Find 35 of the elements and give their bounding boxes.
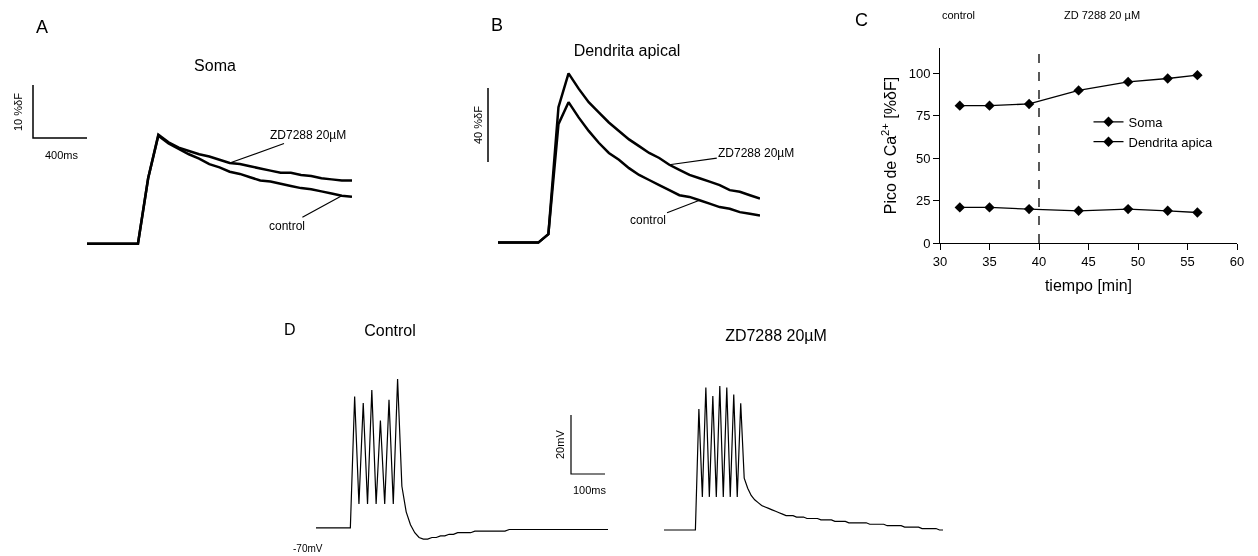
y-tick-label: 0 [923,235,931,251]
text: control [942,9,976,21]
x-tick-label: 45 [1081,253,1096,269]
chart-title: ZD7288 20µM [725,326,827,344]
x-axis-title: tiempo [min] [1044,277,1133,295]
y-tick-label: 25 [915,193,931,209]
x-tick-label: 40 [1031,253,1047,269]
annotation: 20mV [554,429,566,459]
x-tick-label: 30 [932,253,948,269]
x-tick-label: 55 [1180,253,1195,269]
text: ZD 7288 20 µM [1064,9,1141,21]
text: C [855,10,868,30]
text: 10 %δF [12,92,24,131]
x-tick-label: 60 [1229,253,1245,269]
text: B [491,15,504,35]
chart-title: Dendrita apical [573,41,681,59]
x-tick-label: 50 [1130,253,1146,269]
y-tick-label: 75 [915,108,931,124]
chart-title: Control [364,321,416,339]
text: ZD7288 20µM [270,128,347,142]
legend-label: Soma [1128,114,1164,130]
text: control [269,219,306,233]
series-label: ZD7288 20µM [718,146,795,160]
text: 40 %δF [472,105,484,144]
text: A [36,17,49,37]
y-tick-label: 50 [915,150,931,166]
text: 400ms [45,149,79,161]
text: -70mV [293,543,323,554]
series-label: control [630,213,667,227]
annotation: 100ms [573,484,607,496]
x-tick-label: 35 [982,253,997,269]
chart-title: Soma [194,56,236,74]
legend-label: Dendrita apica [1128,134,1214,150]
text: D [284,321,296,338]
y-tick-label: 100 [908,65,931,81]
